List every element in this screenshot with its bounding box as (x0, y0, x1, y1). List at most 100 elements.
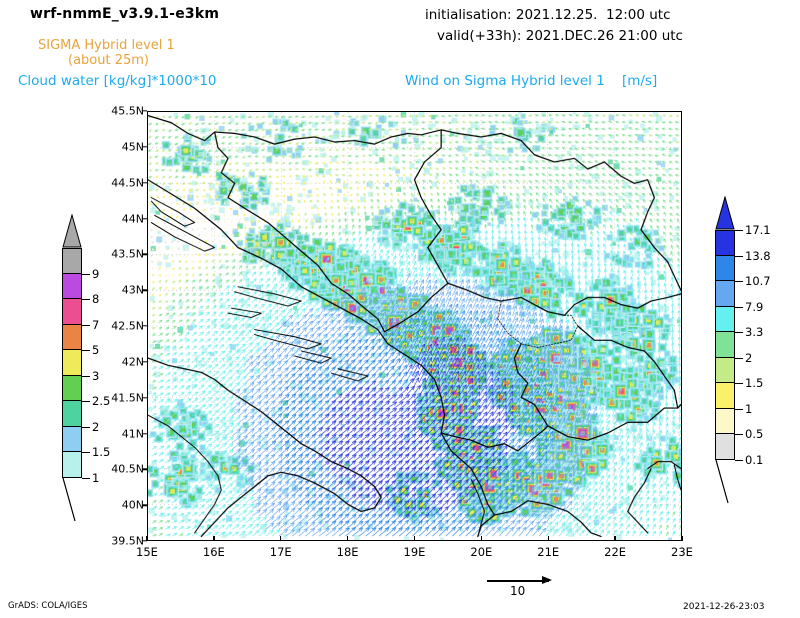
colorbar-swatch (715, 255, 735, 281)
colorbar-tick-label: 2 (92, 419, 100, 434)
longitude-tick-mark (413, 536, 416, 541)
latitude-tick-mark (142, 217, 147, 220)
colorbar-tick-label: 1 (92, 470, 100, 485)
valid-time: valid(+33h): 2021.DEC.26 21:00 utc (437, 28, 683, 44)
latitude-tick-label: 41.5N (111, 391, 144, 405)
longitude-tick-label: 19E (403, 545, 426, 559)
colorbar-tick-mark (735, 306, 743, 308)
colorbar-tick-mark (82, 350, 90, 352)
colorbar-swatch (715, 408, 735, 434)
colorbar-tick-label: 0.5 (745, 427, 764, 441)
map-raster-canvas (148, 112, 681, 540)
latitude-tick-label: 43.5N (111, 247, 144, 261)
colorbar-tick-label: 9 (92, 266, 100, 281)
colorbar-bottom-tail-icon (715, 459, 739, 504)
latitude-tick-mark (142, 110, 147, 112)
longitude-tick-mark (614, 536, 616, 541)
colorbar-tick-label: 1.5 (745, 376, 764, 390)
longitude-tick-label: 22E (604, 545, 627, 559)
longitude-tick-mark (146, 536, 148, 541)
latitude-axis: 39.5N 40N 40.5N 41N 41.5N 42N 42.5N 43N 43.5N 44N… (0, 105, 147, 548)
latitude-tick-mark (142, 540, 147, 542)
arrow-shaft (487, 580, 549, 582)
longitude-tick-mark (547, 536, 549, 541)
colorbar-tick-label: 1 (745, 401, 753, 416)
latitude-tick-mark (142, 325, 147, 327)
model-name: wrf-nmmE_v3.9.1-e3km (30, 6, 220, 22)
colorbar-tick-mark (82, 299, 90, 301)
colorbar-tick-mark (735, 434, 743, 436)
colorbar-tick-mark (82, 273, 90, 275)
longitude-tick-mark (681, 536, 683, 541)
latitude-tick-mark (142, 432, 147, 435)
colorbar-tick-mark (735, 383, 743, 385)
latitude-tick-mark (142, 504, 147, 506)
colorbar-swatches (715, 230, 735, 460)
colorbar-top-arrow-icon (62, 213, 82, 248)
colorbar-tick-label: 5 (92, 343, 100, 357)
colorbar-swatch (62, 452, 82, 478)
colorbar-swatch (62, 273, 82, 299)
latitude-tick-label: 45.5N (111, 104, 144, 118)
colorbar-tick-mark (82, 375, 90, 377)
wind-reference-vector: 10 (487, 572, 567, 602)
map-plot-area[interactable] (147, 111, 682, 541)
colorbar-swatch (62, 324, 82, 350)
variable-label-wind: Wind on Sigma Hybrid level 1 [m/s] (405, 73, 658, 89)
colorbar-tick-label: 8 (92, 292, 100, 306)
longitude-axis: 15E 16E 17E 18E 19E 20E 21E 22E 23E (136, 536, 693, 565)
colorbar-tick-mark (735, 459, 743, 461)
colorbar-tick-label: 7.9 (745, 299, 764, 314)
longitude-tick-label: 15E (136, 545, 158, 559)
colorbar-swatch (715, 230, 735, 256)
latitude-tick-label: 40N (121, 498, 144, 512)
colorbar-tick-mark (735, 230, 743, 232)
longitude-tick-mark (480, 536, 483, 541)
latitude-tick-mark (142, 361, 147, 363)
longitude-tick-mark (346, 536, 349, 541)
colorbar-swatch (715, 281, 735, 307)
longitude-tick-label: 23E (671, 545, 693, 559)
colorbar-tick-label: 10.7 (745, 274, 771, 288)
longitude-tick-mark (213, 536, 215, 541)
colorbar-swatch (62, 401, 82, 427)
colorbar-swatch (715, 357, 735, 383)
latitude-tick-label: 42.5N (111, 319, 144, 333)
colorbar-swatch (62, 299, 82, 325)
colorbar-top-arrow-icon (715, 195, 735, 230)
colorbar-tick-label: 3.3 (745, 325, 764, 339)
colorbar-tick-label: 3 (92, 368, 100, 383)
colorbar-swatch (715, 306, 735, 332)
colorbar-swatch (715, 434, 735, 460)
render-timestamp: 2021-12-26-23:03 (683, 602, 765, 612)
latitude-tick-label: 41N (121, 427, 144, 440)
latitude-tick-label: 44.5N (111, 176, 144, 190)
latitude-tick-label: 43N (121, 283, 144, 297)
colorbar-swatch (62, 375, 82, 401)
latitude-tick-label: 44N (121, 212, 144, 225)
colorbar-tick-label: 2 (745, 350, 753, 365)
colorbar-tick-label: 13.8 (745, 248, 771, 263)
latitude-tick-mark (142, 396, 147, 399)
colorbar-swatch (715, 332, 735, 358)
colorbar-tick-mark (82, 324, 90, 326)
longitude-tick-label: 16E (202, 545, 225, 559)
colorbar-tick-mark (82, 401, 90, 403)
longitude-tick-label: 20E (470, 545, 493, 559)
latitude-tick-mark (142, 146, 147, 148)
colorbar-tick-mark (82, 426, 90, 428)
longitude-tick-label: 21E (537, 545, 560, 559)
level-label-line1: SIGMA Hybrid level 1 (38, 38, 175, 53)
colorbar-tick-label: 7 (92, 317, 100, 332)
colorbar-tick-label: 2.5 (92, 394, 111, 408)
latitude-tick-mark (142, 289, 147, 291)
longitude-tick-label: 17E (269, 545, 292, 559)
latitude-tick-label: 42N (121, 355, 144, 369)
variable-label-cloud-water: Cloud water [kg/kg]*1000*10 (18, 73, 217, 89)
latitude-tick-label: 39.5N (111, 534, 144, 548)
wind-reference-label: 10 (510, 584, 526, 598)
latitude-tick-mark (142, 181, 147, 184)
colorbar-tick-label: 1.5 (92, 445, 111, 459)
colorbar-tick-label: 0.1 (745, 452, 764, 467)
colorbar-swatches (62, 248, 82, 478)
